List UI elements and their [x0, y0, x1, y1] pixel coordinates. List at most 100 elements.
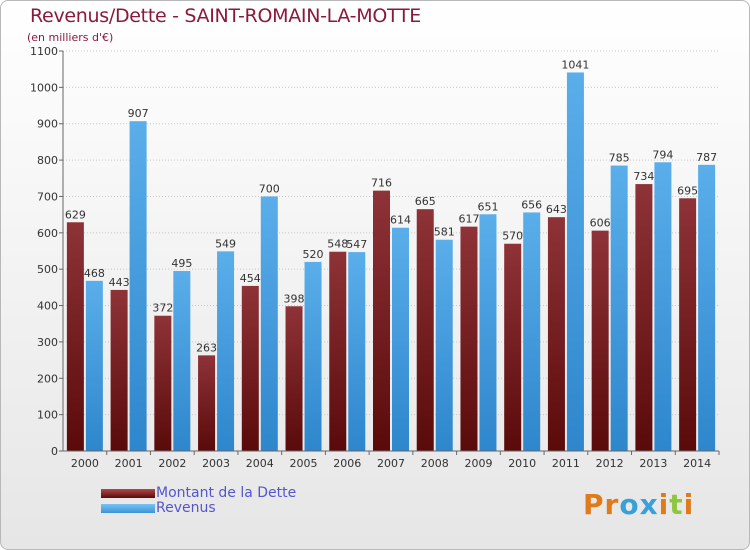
y-tick-label: 900 [37, 118, 58, 131]
bar-revenue [304, 261, 322, 451]
data-label-revenue: 468 [84, 267, 105, 280]
data-label-revenue: 785 [609, 152, 630, 165]
bars [66, 72, 716, 452]
data-label-revenue: 495 [171, 257, 192, 270]
logo-letter: P [583, 488, 605, 521]
legend-label-debt: Montant de la Dette [156, 485, 297, 501]
logo-letter: i [658, 488, 670, 521]
bar-revenue [698, 164, 716, 451]
x-tick-label: 2005 [290, 457, 318, 470]
y-tick-label: 400 [37, 300, 58, 313]
x-tick-label: 2004 [246, 457, 274, 470]
data-label-revenue: 794 [652, 148, 673, 161]
bar-debt [591, 230, 609, 451]
logo-letter: r [604, 488, 620, 521]
bar-debt [285, 306, 303, 451]
bar-debt [460, 226, 478, 451]
data-label-debt: 734 [633, 170, 654, 183]
proxiti-logo: Proxiti [583, 488, 694, 521]
data-label-revenue: 549 [215, 237, 236, 250]
data-label-debt: 629 [65, 208, 86, 221]
x-tick-label: 2003 [202, 457, 230, 470]
x-tick-label: 2000 [71, 457, 99, 470]
bar-debt [635, 184, 653, 451]
data-label-debt: 665 [415, 195, 436, 208]
x-tick-label: 2007 [377, 457, 405, 470]
data-label-revenue: 700 [259, 182, 280, 195]
data-label-revenue: 651 [477, 200, 498, 213]
y-tick-label: 1000 [30, 81, 58, 94]
data-label-debt: 454 [240, 272, 261, 285]
legend-swatch-debt [101, 489, 155, 498]
x-tick-label: 2002 [158, 457, 186, 470]
legend-swatch-revenue [101, 504, 155, 513]
y-tick-label: 700 [37, 190, 58, 203]
data-label-debt: 548 [327, 238, 348, 251]
y-tick-label: 500 [37, 263, 58, 276]
data-label-debt: 606 [590, 217, 611, 230]
x-tick-label: 2008 [421, 457, 449, 470]
logo-letter: x [639, 488, 659, 521]
y-tick-label: 100 [37, 409, 58, 422]
logo-letter: t [669, 488, 684, 521]
data-label-revenue: 614 [390, 214, 411, 227]
x-tick-label: 2001 [115, 457, 143, 470]
x-tick-label: 2011 [552, 457, 580, 470]
bar-revenue [85, 280, 103, 451]
bar-revenue [348, 252, 366, 451]
x-tick-label: 2013 [639, 457, 667, 470]
y-tick-label: 800 [37, 154, 58, 167]
data-label-revenue: 581 [434, 226, 455, 239]
chart-title: Revenus/Dette - SAINT-ROMAIN-LA-MOTTE [30, 5, 421, 27]
data-label-debt: 398 [284, 292, 305, 305]
y-tick-label: 0 [51, 445, 58, 458]
logo-letter: o [619, 488, 640, 521]
logo-letter: i [683, 488, 695, 521]
data-label-revenue: 1041 [561, 58, 589, 71]
bar-revenue [523, 212, 541, 451]
bar-revenue [479, 214, 497, 451]
x-tick-label: 2009 [464, 457, 492, 470]
bar-revenue [654, 162, 672, 452]
y-tick-label: 200 [37, 372, 58, 385]
bar-debt [679, 198, 697, 451]
axes: 0 100 200 300 400 500 600 700 800 900 1000 1100 2000… [30, 45, 720, 470]
legend-label-revenue: Revenus [156, 500, 216, 516]
data-label-revenue: 520 [303, 248, 324, 261]
bar-revenue [435, 239, 453, 451]
x-tick-label: 2010 [508, 457, 536, 470]
data-label-revenue: 787 [696, 151, 717, 164]
data-label-debt: 716 [371, 177, 392, 190]
y-tick-label: 300 [37, 336, 58, 349]
bar-debt [241, 285, 259, 451]
bar-debt [66, 222, 84, 451]
x-tick-label: 2012 [596, 457, 624, 470]
data-label-debt: 570 [502, 230, 523, 243]
bar-revenue [173, 271, 191, 451]
data-label-revenue: 547 [346, 238, 367, 251]
bar-debt [154, 315, 172, 451]
bar-debt [329, 251, 347, 451]
bar-debt [110, 289, 128, 451]
y-tick-label: 1100 [30, 45, 58, 58]
data-label-debt: 372 [152, 302, 173, 315]
x-tick-label: 2014 [683, 457, 711, 470]
data-label-debt: 695 [677, 184, 698, 197]
y-tick-label: 600 [37, 227, 58, 240]
bar-debt [373, 190, 390, 452]
bar-debt [416, 209, 434, 451]
bar-debt [547, 217, 565, 451]
bar-revenue [129, 121, 147, 451]
bar-debt [198, 355, 216, 451]
data-label-debt: 443 [109, 276, 130, 289]
chart-subtitle: (en milliers d'€) [27, 31, 114, 44]
bar-debt [504, 243, 522, 451]
bar-revenue [566, 72, 584, 452]
bar-revenue [260, 196, 278, 451]
x-tick-label: 2006 [333, 457, 361, 470]
data-label-debt: 617 [458, 213, 479, 226]
data-label-debt: 263 [196, 341, 217, 354]
bar-revenue [610, 165, 628, 451]
